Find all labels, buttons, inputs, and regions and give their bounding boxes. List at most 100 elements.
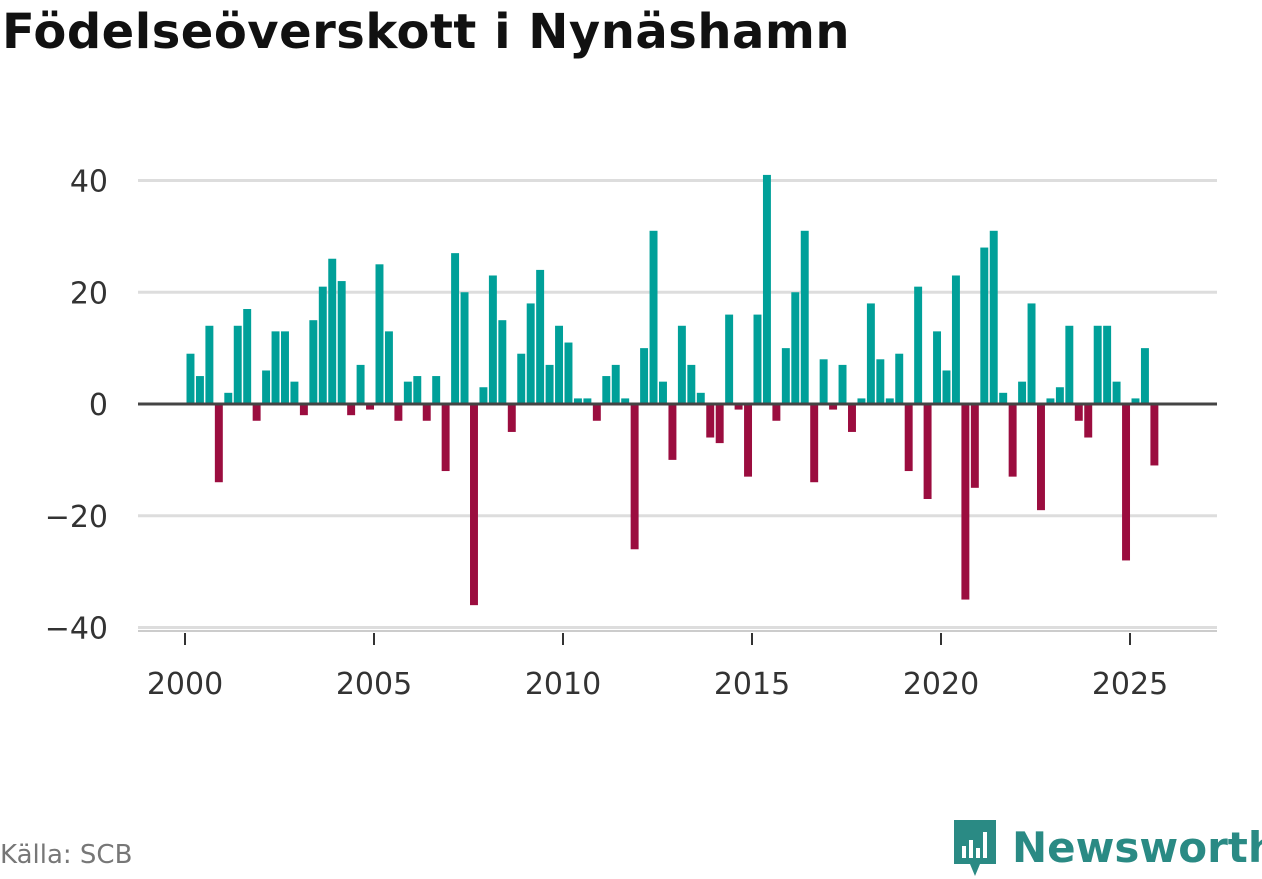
- bar: [951, 275, 960, 404]
- bar: [687, 364, 696, 404]
- bar: [592, 404, 601, 421]
- bar: [384, 331, 393, 404]
- bar: [545, 364, 554, 404]
- bar: [744, 404, 753, 477]
- bar: [1046, 398, 1055, 404]
- bar: [470, 404, 478, 606]
- bar: [885, 398, 894, 404]
- bar: [536, 269, 545, 404]
- bar: [999, 392, 1008, 404]
- bar: [715, 404, 724, 444]
- bar: [583, 398, 592, 404]
- x-tick-label: 2015: [714, 667, 790, 702]
- bar: [271, 331, 280, 404]
- brand-logo[interactable]: Newsworthy: [950, 818, 1262, 878]
- bar: [725, 314, 734, 404]
- bar: [640, 348, 649, 405]
- bar: [1093, 325, 1102, 404]
- bar: [403, 381, 412, 404]
- bar: [602, 376, 611, 404]
- chart-title: Födelseöverskott i Nynäshamn: [2, 4, 851, 60]
- bar: [706, 404, 715, 438]
- bar: [677, 325, 686, 404]
- bar: [923, 404, 932, 499]
- bar: [318, 286, 327, 404]
- bar: [488, 275, 497, 404]
- bar: [1084, 404, 1093, 438]
- bar: [772, 404, 781, 421]
- bar: [526, 303, 535, 404]
- bar: [252, 404, 261, 421]
- bar: [1103, 325, 1112, 404]
- bar: [394, 404, 403, 421]
- gridlines: [138, 179, 1217, 629]
- bar: [328, 258, 337, 404]
- bar: [517, 353, 526, 404]
- bar: [621, 398, 630, 404]
- bar: [375, 264, 384, 404]
- newsworthy-logo-icon: [954, 820, 996, 876]
- bar: [233, 325, 242, 404]
- x-tick-label: 2025: [1092, 667, 1168, 702]
- bar: [649, 230, 658, 404]
- bar: [829, 404, 838, 410]
- bar: [1027, 303, 1036, 404]
- bar: [432, 376, 441, 404]
- y-tick-label: 40: [70, 165, 108, 200]
- bar: [479, 387, 488, 404]
- bar: [413, 376, 422, 404]
- bar: [441, 404, 450, 472]
- bar: [366, 404, 375, 410]
- bar: [1008, 404, 1017, 477]
- bar: [299, 404, 308, 416]
- bar: [734, 404, 743, 410]
- bar: [781, 348, 790, 405]
- bar: [696, 392, 705, 404]
- bar: [573, 398, 582, 404]
- bar: [1150, 404, 1159, 466]
- bar: [507, 404, 516, 432]
- bar: [904, 404, 913, 472]
- bar: [810, 404, 819, 483]
- bar: [866, 303, 875, 404]
- bar: [1055, 387, 1064, 404]
- axes: 40 20 0 −20 −40 2000 2005 2010 2015 2020 2025: [45, 165, 1217, 702]
- bar: [980, 247, 989, 404]
- bar: [970, 404, 979, 488]
- bar: [753, 314, 762, 404]
- bar: [309, 320, 318, 404]
- bar: [762, 174, 771, 404]
- bar: [205, 325, 214, 404]
- bar: [1140, 348, 1149, 405]
- x-tick-label: 2010: [525, 667, 601, 702]
- bar: [933, 331, 942, 404]
- bar: [989, 230, 998, 404]
- bar: [914, 286, 923, 404]
- bar: [857, 398, 866, 404]
- bar: [243, 309, 252, 404]
- bar: [347, 404, 356, 416]
- bar: [186, 353, 195, 404]
- bar: [356, 364, 365, 404]
- bar: [290, 381, 299, 404]
- y-tick-label: −20: [45, 500, 108, 535]
- bar: [451, 253, 460, 404]
- brand-name: Newsworthy: [1012, 823, 1262, 872]
- bar: [659, 381, 667, 404]
- bar: [1131, 398, 1140, 404]
- bar: [838, 364, 847, 404]
- bar: [876, 359, 885, 404]
- bar: [848, 404, 856, 432]
- bar: [791, 292, 800, 404]
- y-tick-label: −40: [45, 612, 108, 647]
- bar: [262, 370, 271, 404]
- bar: [1074, 404, 1083, 421]
- bar: [1122, 404, 1131, 561]
- bar: [1037, 404, 1045, 511]
- bar: [1065, 325, 1074, 404]
- x-tick-label: 2000: [147, 667, 223, 702]
- bar: [630, 404, 639, 550]
- bar: [800, 230, 809, 404]
- bar: [281, 331, 289, 404]
